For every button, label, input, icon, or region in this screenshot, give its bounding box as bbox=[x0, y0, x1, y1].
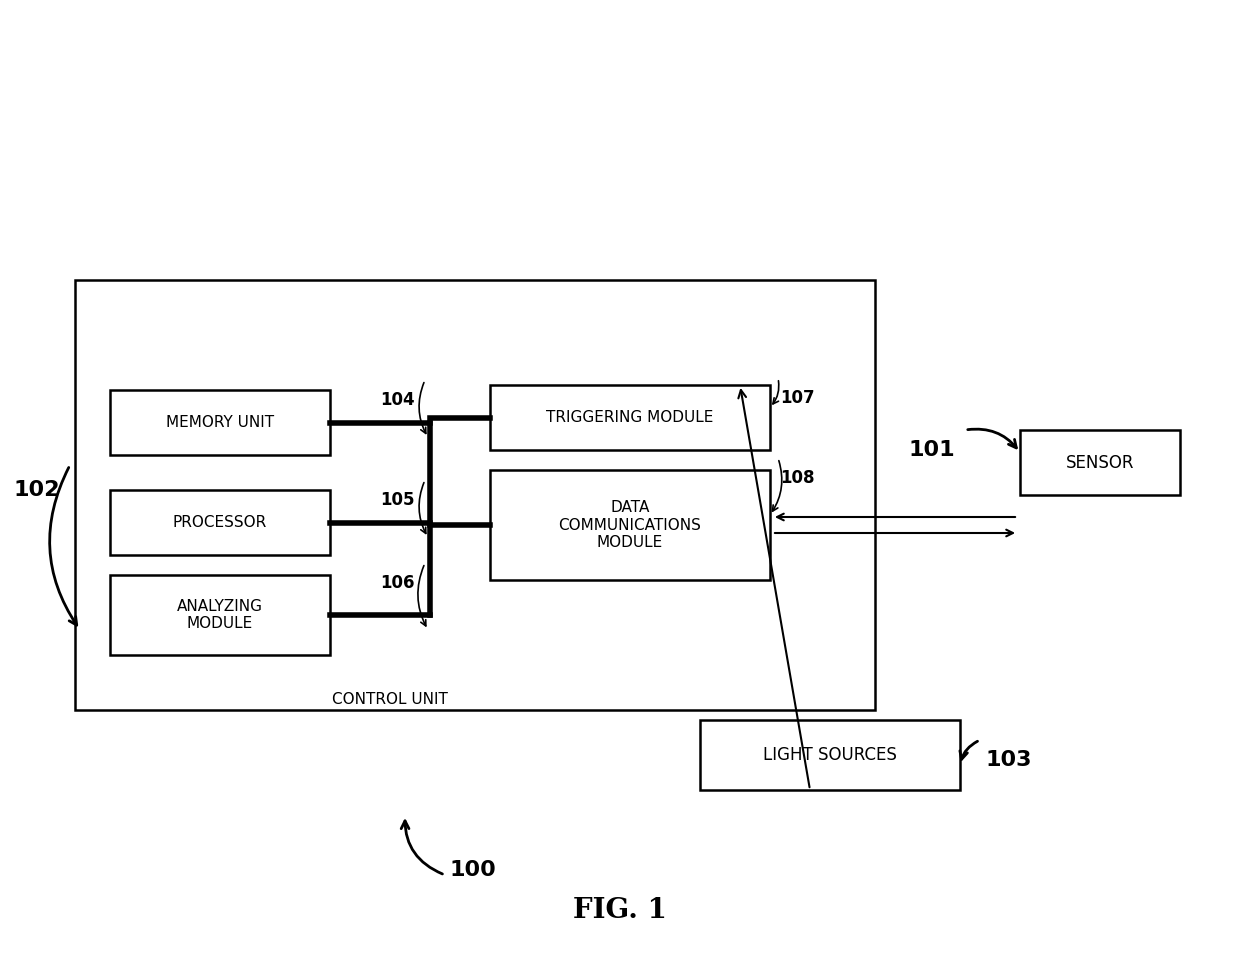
Text: 100: 100 bbox=[450, 860, 497, 880]
Text: FIG. 1: FIG. 1 bbox=[573, 896, 667, 923]
Bar bbox=[490, 385, 770, 450]
Text: 104: 104 bbox=[381, 391, 415, 409]
Text: DATA
COMMUNICATIONS
MODULE: DATA COMMUNICATIONS MODULE bbox=[558, 500, 702, 550]
Text: ANALYZING
MODULE: ANALYZING MODULE bbox=[177, 599, 263, 631]
Text: PROCESSOR: PROCESSOR bbox=[172, 515, 267, 530]
Text: 105: 105 bbox=[381, 491, 415, 509]
Bar bbox=[701, 720, 960, 790]
Text: CONTROL UNIT: CONTROL UNIT bbox=[332, 692, 448, 708]
Text: 108: 108 bbox=[780, 469, 815, 487]
Text: 107: 107 bbox=[780, 389, 815, 407]
Text: LIGHT SOURCES: LIGHT SOURCES bbox=[763, 746, 897, 764]
Text: 101: 101 bbox=[909, 440, 955, 460]
Bar bbox=[74, 280, 875, 710]
Text: TRIGGERING MODULE: TRIGGERING MODULE bbox=[547, 410, 714, 425]
Text: MEMORY UNIT: MEMORY UNIT bbox=[166, 415, 274, 430]
Bar bbox=[110, 490, 330, 555]
Text: SENSOR: SENSOR bbox=[1065, 454, 1135, 472]
Bar bbox=[490, 470, 770, 580]
Text: 102: 102 bbox=[14, 480, 60, 500]
Text: 106: 106 bbox=[381, 574, 415, 592]
Bar bbox=[110, 390, 330, 455]
Bar bbox=[110, 575, 330, 655]
Bar bbox=[1021, 430, 1180, 495]
Text: 103: 103 bbox=[985, 750, 1032, 770]
